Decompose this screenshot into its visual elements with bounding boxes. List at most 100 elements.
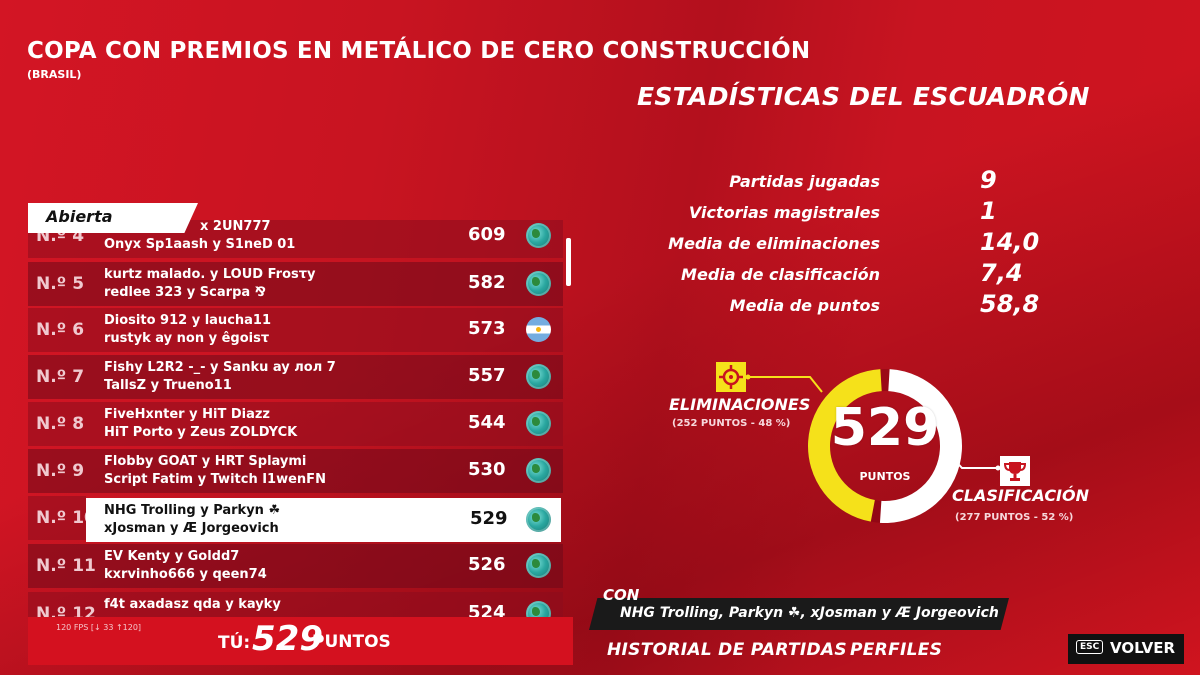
placement-sub: (277 PUNTOS - 52 %) [955, 512, 1074, 523]
row-names-line1: FiveHxnter y HiT Diazz [104, 407, 270, 422]
row-rank: N.º 12 [36, 604, 96, 618]
row-names: kurtz malado. y LOUD Frosτy redlee 323 y… [104, 266, 316, 302]
your-score-bar: 120 FPS [↓ 33 ↑120] TÚ: 529 PUNTOS [28, 617, 573, 665]
squad-con-label: CON [603, 586, 640, 604]
row-names-line2: redlee 323 y Scarpa ⅋ [104, 285, 267, 300]
leaderboard-row[interactable]: N.º 9 Flobby GOAT y HRT Splaymi Script F… [28, 449, 563, 493]
stat-row-avg-points: Media de puntos 58,8 [690, 290, 1070, 323]
row-score: 609 [468, 224, 506, 245]
row-score: 573 [468, 318, 506, 339]
row-names-line1: Fishy L2R2 -_- y Sanku ay лол 7 [104, 360, 336, 375]
row-names-line1: Diosito 912 y laucha11 [104, 313, 272, 328]
stat-value: 1 [980, 197, 997, 225]
leaderboard-row[interactable]: N.º 5 kurtz malado. y LOUD Frosτy redlee… [28, 262, 563, 306]
row-score: 544 [468, 412, 506, 433]
ring-segment-eliminations [808, 369, 883, 522]
stat-row-avg-placement: Media de clasificación 7,4 [681, 259, 1070, 292]
stat-label: Media de puntos [729, 296, 880, 315]
stats-title: ESTADÍSTICAS DEL ESCUADRÓN [637, 82, 1090, 111]
stat-value: 14,0 [980, 228, 1040, 256]
row-names-line1: kurtz malado. y LOUD Frosτy [104, 267, 316, 282]
row-names: x 2UN777 Onyx Sp1aash y S1neD 01 [104, 220, 295, 254]
stat-label: Victorias magistrales [688, 203, 880, 222]
row-names-line2: Onyx Sp1aash y S1neD 01 [104, 237, 296, 252]
profiles-link[interactable]: PERFILES [850, 640, 943, 660]
stat-value: 58,8 [980, 290, 1040, 318]
row-names: f4t axadasz qda y kayky [104, 596, 281, 614]
leaderboard-scrollbar[interactable] [566, 238, 571, 286]
ring-center: 529 PUNTOS [805, 366, 965, 526]
esc-key-icon: ESC [1076, 640, 1104, 654]
argentina-flag-icon [526, 317, 551, 342]
stat-row-matches: Partidas jugadas 9 [690, 166, 1070, 199]
elim-connector-dot [745, 374, 751, 380]
row-score: 582 [468, 272, 506, 293]
row-rank: N.º 5 [36, 274, 85, 294]
globe-icon [526, 601, 551, 618]
row-names: Diosito 912 y laucha11 rustyk ay non y ê… [104, 312, 271, 348]
tab-label: Abierta [46, 207, 113, 226]
stat-row-wins: Victorias magistrales 1 [688, 197, 1070, 230]
stat-row-avg-eliminations: Media de eliminaciones 14,0 [668, 228, 1070, 261]
row-names-line1: x 2UN777 [200, 220, 271, 234]
stat-label: Media de clasificación [681, 265, 880, 284]
row-rank: N.º 11 [36, 556, 96, 576]
globe-icon [526, 223, 551, 248]
row-rank: N.º 10 [36, 508, 96, 528]
back-label: VOLVER [1110, 639, 1175, 657]
leaderboard[interactable]: N.º 4 x 2UN777 Onyx Sp1aash y S1neD 01 6… [28, 220, 573, 618]
globe-icon [526, 458, 551, 483]
row-names: EV Kenty y Goldd7 kxrvinho666 y qeen74 [104, 548, 267, 584]
row-names-line1: Flobby GOAT y HRT Splaymi [104, 454, 307, 469]
tab-abierta[interactable]: Abierta [28, 203, 198, 233]
row-names: NHG Trolling y Parkyn ☘ xJosman y Æ Jorg… [104, 502, 280, 538]
row-score: 557 [468, 365, 506, 386]
points-ring-chart [808, 369, 962, 523]
leaderboard-row[interactable]: N.º 8 FiveHxnter y HiT Diazz HiT Porto y… [28, 402, 563, 446]
trophy-icon [1000, 456, 1030, 486]
row-rank: N.º 7 [36, 367, 85, 387]
row-names: Flobby GOAT y HRT Splaymi Script Fatim y… [104, 453, 326, 489]
back-button[interactable]: ESC VOLVER [1068, 634, 1184, 664]
squad-panel [589, 598, 1009, 630]
row-names-line2: xJosman y Æ Jorgeovich [104, 521, 279, 536]
row-names-line1: EV Kenty y Goldd7 [104, 549, 240, 564]
stat-value: 9 [980, 166, 997, 194]
globe-icon [526, 271, 551, 296]
eliminations-sub: (252 PUNTOS - 48 %) [672, 418, 791, 429]
stat-label: Media de eliminaciones [668, 234, 880, 253]
row-rank: N.º 9 [36, 461, 85, 481]
row-names-line1: f4t axadasz qda y kayky [104, 597, 281, 612]
you-label: TÚ: [218, 633, 251, 653]
globe-icon [526, 553, 551, 578]
row-score: 524 [468, 602, 506, 618]
page-subtitle: (BRASIL) [27, 68, 82, 81]
stats-panel: Partidas jugadas 9 Victorias magistrales… [668, 166, 1070, 323]
crosshair-icon [716, 362, 746, 392]
row-names-line2: kxrvinho666 y qeen74 [104, 567, 267, 582]
globe-icon [526, 411, 551, 436]
ring-segment-placement [879, 369, 962, 523]
leaderboard-row[interactable]: N.º 11 EV Kenty y Goldd7 kxrvinho666 y q… [28, 544, 563, 588]
row-rank: N.º 6 [36, 320, 85, 340]
page-title: COPA CON PREMIOS EN METÁLICO DE CERO CON… [27, 38, 811, 64]
ring-caption: PUNTOS [859, 470, 911, 483]
globe-icon [526, 507, 551, 532]
leaderboard-row[interactable]: N.º 12 f4t axadasz qda y kayky 524 [28, 592, 563, 618]
you-score: 529 [252, 619, 323, 659]
match-history-link[interactable]: HISTORIAL DE PARTIDAS [607, 640, 847, 660]
squad-members: NHG Trolling, Parkyn ☘, xJosman y Æ Jorg… [620, 605, 999, 621]
globe-icon [526, 364, 551, 389]
leaderboard-row[interactable]: N.º 6 Diosito 912 y laucha11 rustyk ay n… [28, 308, 563, 352]
ring-total: 529 [830, 398, 940, 458]
row-score: 529 [470, 508, 508, 529]
leaderboard-row-current-team[interactable]: NHG Trolling y Parkyn ☘ xJosman y Æ Jorg… [86, 498, 561, 542]
leaderboard-row[interactable]: N.º 7 Fishy L2R2 -_- y Sanku ay лол 7 Ta… [28, 355, 563, 399]
row-names-line2: HiT Porto y Zeus ZOLDYCK [104, 425, 298, 440]
you-unit: PUNTOS [312, 632, 391, 652]
stat-label: Partidas jugadas [729, 172, 880, 191]
row-names-line2: Script Fatim y Twitch I1wenFN [104, 472, 326, 487]
row-rank: N.º 8 [36, 414, 85, 434]
points-ring: 529 PUNTOS [805, 366, 965, 526]
row-names-line1: NHG Trolling y Parkyn ☘ [104, 503, 281, 518]
